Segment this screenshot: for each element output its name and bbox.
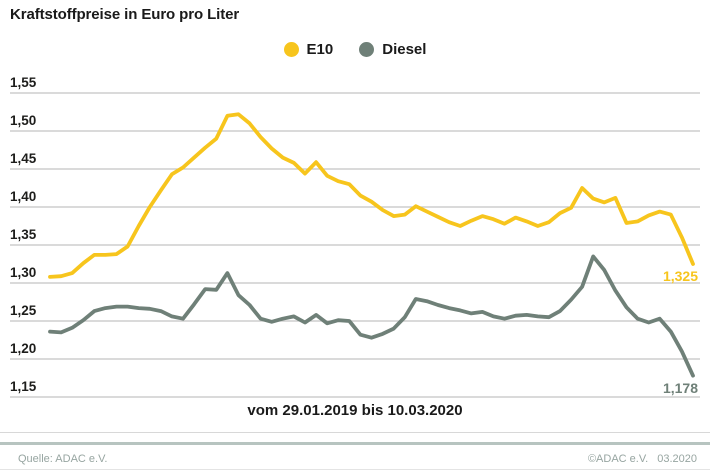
e10-end-value-label: 1,325 [662,268,698,284]
diesel-line [48,254,695,378]
e10-dot-icon [283,41,299,57]
y-tick-label: 1,15 [10,379,37,394]
source-label: Quelle: ADAC e.V. [18,453,108,465]
x-axis-label: vom 29.01.2019 bis 10.03.2020 [247,402,463,419]
chart-canvas: 1,55 1,50 1,45 1,40 1,35 1,30 1,25 1,20 1,15 [10,75,700,398]
y-tick-label: 1,20 [10,341,36,356]
footer: Quelle: ADAC e.V. ©ADAC e.V. 03.2020 [0,451,710,467]
footer-divider [0,442,710,445]
date-label: 03.2020 [657,453,697,465]
e10-line [48,112,695,279]
chart-title: Kraftstoffpreise in Euro pro Liter [10,6,240,23]
y-tick-label: 1,50 [10,113,36,128]
copyright-label: ©ADAC e.V. [587,453,649,465]
y-tick-label: 1,45 [10,151,37,166]
legend-label-e10: E10 [306,40,334,58]
y-tick-label: 1,55 [10,75,37,90]
bottom-border [0,469,710,470]
legend-label-diesel: Diesel [382,40,427,58]
y-tick-label: 1,35 [10,227,37,242]
diesel-end-value-label: 1,178 [662,380,698,396]
y-tick-label: 1,25 [10,303,37,318]
y-tick-label: 1,40 [10,189,36,204]
legend-item-e10: E10 [283,40,334,58]
legend-item-diesel: Diesel [359,41,426,58]
diesel-dot-icon [359,41,375,57]
legend: E10 Diesel [0,39,710,59]
dashed-divider [0,432,710,433]
y-tick-label: 1,30 [10,265,36,280]
